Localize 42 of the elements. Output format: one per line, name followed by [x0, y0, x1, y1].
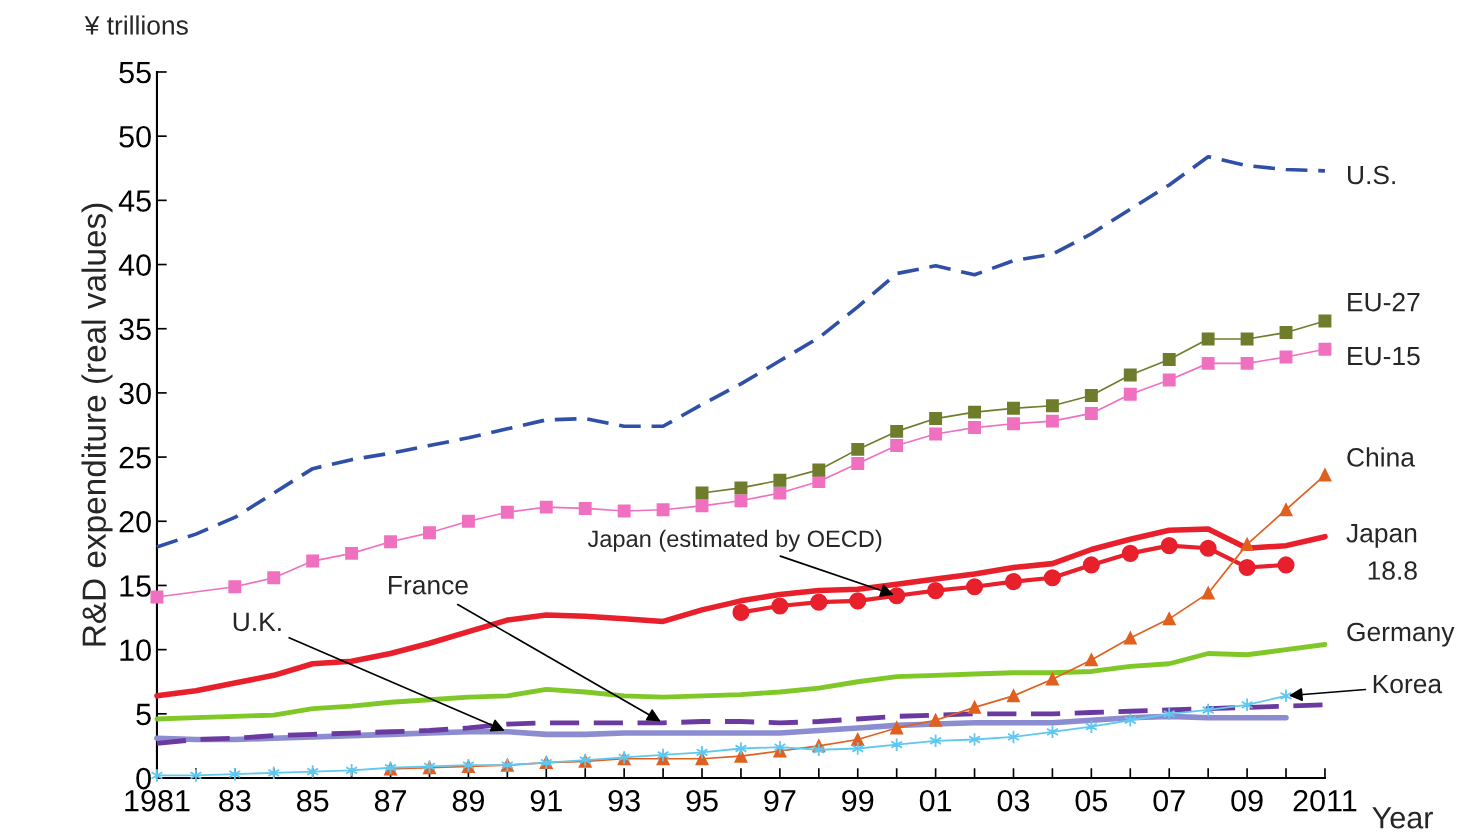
x-tick-label: 83 [219, 789, 251, 812]
series-label: EU-15 [1348, 346, 1420, 366]
y-tick-label: 5 [136, 703, 151, 726]
text: France [389, 576, 468, 595]
x-tick-label: 87 [374, 789, 407, 812]
series-label: Japan (estimated by OECD) [587, 529, 882, 552]
series-label: China [1347, 447, 1415, 467]
x-axis-title: Year [1372, 807, 1433, 829]
text: U.K. [233, 612, 281, 632]
text: Korea [1373, 674, 1443, 694]
y-tick-label: 45 [118, 190, 151, 212]
y-tick-label: 15 [120, 575, 151, 597]
x-tick-label: 2011 [1293, 789, 1357, 812]
y-axis-title: R&D expenditure (real values) [81, 203, 113, 646]
text: ¥ trillions [84, 15, 188, 35]
x-tick-label: 85 [297, 789, 329, 812]
x-tick-label: 09 [1231, 789, 1263, 812]
y-tick-label: 55 [119, 62, 151, 84]
x-tick-label: 1981 [125, 789, 190, 812]
y-tick-label: 25 [119, 446, 151, 469]
y-tick-label: 10 [120, 639, 151, 662]
annotation: 18.8 [1368, 561, 1417, 580]
x-tick-label: 01 [919, 789, 952, 812]
x-tick-label: 95 [686, 789, 718, 812]
series-label: Germany [1347, 622, 1455, 647]
y-tick-label: 35 [119, 318, 151, 341]
series-label: EU-27 [1348, 292, 1420, 312]
x-tick-label: 91 [530, 789, 562, 812]
y-tick-label: 40 [118, 254, 151, 276]
y-tick-label: 50 [119, 125, 151, 148]
series-label: U.S. [1348, 165, 1395, 185]
x-tick-label: 89 [452, 789, 484, 812]
y-tick-label: 0 [136, 767, 151, 790]
x-tick-label: 93 [608, 789, 640, 812]
x-tick-label: 97 [764, 789, 796, 812]
series-label: Japan [1346, 524, 1417, 548]
x-tick-label: 99 [842, 789, 874, 812]
x-tick-label: 03 [997, 789, 1030, 812]
x-tick-label: 05 [1075, 789, 1108, 812]
y-tick-label: 20 [119, 511, 151, 533]
y-tick-label: 30 [119, 382, 151, 405]
x-tick-label: 07 [1153, 789, 1185, 812]
